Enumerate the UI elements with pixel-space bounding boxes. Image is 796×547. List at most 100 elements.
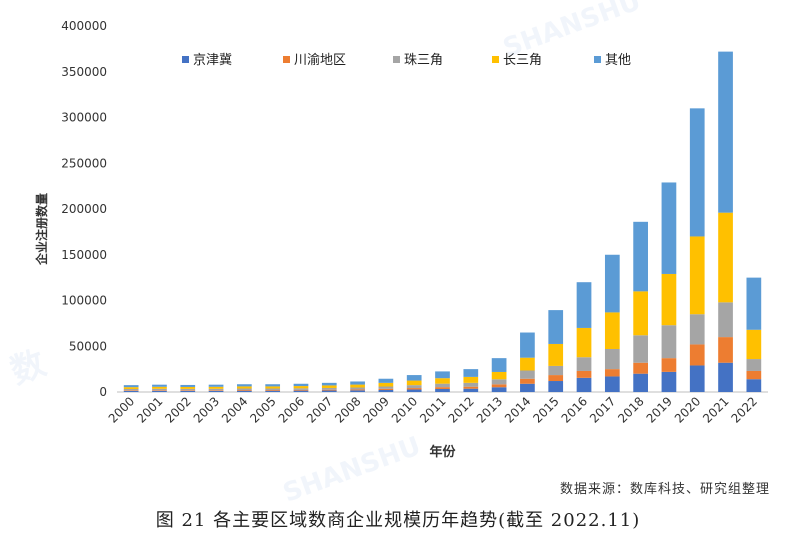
bar-segment	[208, 390, 224, 391]
x-tick-label: 2008	[332, 394, 363, 425]
y-tick-label: 50000	[69, 339, 107, 353]
bar-segment	[406, 375, 422, 381]
bar-segment	[321, 390, 337, 392]
x-tick-label: 2015	[530, 394, 561, 425]
bar-segment	[604, 369, 620, 377]
bar-segment	[520, 370, 535, 379]
legend-label: 京津冀	[193, 52, 232, 68]
bar-segment	[491, 358, 507, 372]
bar-segment	[123, 390, 139, 391]
bar-segment	[576, 370, 592, 378]
x-tick-label: 2006	[276, 394, 307, 425]
y-tick-label: 150000	[61, 248, 107, 262]
bar-segment	[633, 221, 648, 292]
bar-segment	[180, 386, 196, 389]
bar-segment	[293, 383, 309, 387]
bar-segment	[718, 362, 733, 392]
bar-segment	[520, 357, 535, 371]
legend-swatch	[492, 56, 499, 63]
bar-segment	[435, 371, 450, 379]
bar-segment	[689, 314, 705, 345]
x-tick-label: 2004	[219, 394, 250, 425]
bar-segment	[435, 387, 450, 389]
x-tick-label: 2011	[417, 394, 448, 425]
bar-segment	[265, 389, 281, 391]
bar-segment	[152, 390, 167, 391]
x-tick-label: 2022	[728, 394, 759, 425]
bar-segment	[633, 362, 648, 374]
bar-segment	[746, 359, 762, 371]
bar-segment	[718, 337, 733, 363]
bar-segment	[576, 357, 592, 371]
bar-segment	[604, 376, 620, 392]
bar-segment	[180, 388, 196, 391]
bar-segment	[378, 388, 394, 390]
x-tick-label: 2007	[304, 394, 335, 425]
x-tick-label: 2021	[700, 394, 731, 425]
bar-segment	[435, 388, 450, 392]
bar-segment	[746, 329, 762, 360]
bar-segment	[321, 385, 337, 388]
y-tick-label: 0	[99, 385, 107, 399]
bar-segment	[718, 212, 733, 303]
bar-segment	[491, 384, 507, 388]
x-tick-label: 2013	[474, 394, 505, 425]
x-tick-label: 2005	[247, 394, 278, 425]
bar-segment	[265, 390, 281, 392]
bar-segment	[520, 383, 535, 392]
bar-segment	[321, 382, 337, 386]
y-tick-label: 100000	[61, 294, 107, 308]
bar-segment	[661, 273, 677, 326]
bar-segment	[604, 312, 620, 349]
bar-segment	[321, 387, 337, 390]
bar-segment	[293, 389, 309, 391]
bar-segment	[576, 327, 592, 358]
bar-segment	[463, 386, 479, 389]
bar-segment	[152, 384, 167, 387]
bar-segment	[293, 388, 309, 390]
bar-segment	[746, 379, 762, 392]
x-axis-title: 年份	[429, 444, 456, 460]
x-tick-label: 2019	[644, 394, 675, 425]
bar-segment	[463, 376, 479, 383]
y-tick-label: 200000	[61, 202, 107, 216]
bar-segment	[180, 390, 196, 391]
bar-segment	[633, 335, 648, 363]
bar-segment	[491, 371, 507, 380]
bar-segment	[689, 236, 705, 315]
bar-segment	[152, 390, 167, 392]
legend-label: 川渝地区	[294, 52, 346, 68]
bar-segment	[265, 386, 281, 389]
bar-segment	[406, 380, 422, 386]
legend-swatch	[393, 56, 400, 63]
y-tick-label: 300000	[61, 111, 107, 125]
bar-segment	[604, 348, 620, 370]
bar-segment	[237, 388, 252, 390]
legend-label: 长三角	[503, 53, 542, 68]
bar-segment	[208, 384, 224, 387]
bar-segment	[463, 388, 479, 392]
bar-segment	[520, 332, 535, 358]
x-tick-label: 2012	[445, 394, 476, 425]
bar-segment	[689, 365, 705, 392]
bar-segment	[548, 310, 564, 344]
bar-segment	[746, 277, 762, 330]
bar-segment	[208, 388, 224, 391]
data-source-note: 数据来源：数库科技、研究组整理	[559, 482, 770, 497]
legend-swatch	[182, 56, 189, 63]
bar-segment	[293, 390, 309, 392]
legend-label: 珠三角	[404, 53, 443, 68]
bar-segment	[265, 384, 281, 387]
y-tick-label: 250000	[61, 156, 107, 170]
bar-segment	[661, 358, 677, 372]
bar-segment	[180, 384, 196, 387]
bar-segment	[265, 388, 281, 390]
x-tick-label: 2010	[389, 394, 420, 425]
bar-segment	[350, 390, 365, 392]
bar-segment	[237, 386, 252, 389]
bar-segment	[576, 377, 592, 392]
bar-segment	[378, 386, 394, 389]
bar-segment	[406, 385, 422, 389]
x-tick-label: 2000	[106, 394, 137, 425]
bar-segment	[123, 385, 139, 388]
